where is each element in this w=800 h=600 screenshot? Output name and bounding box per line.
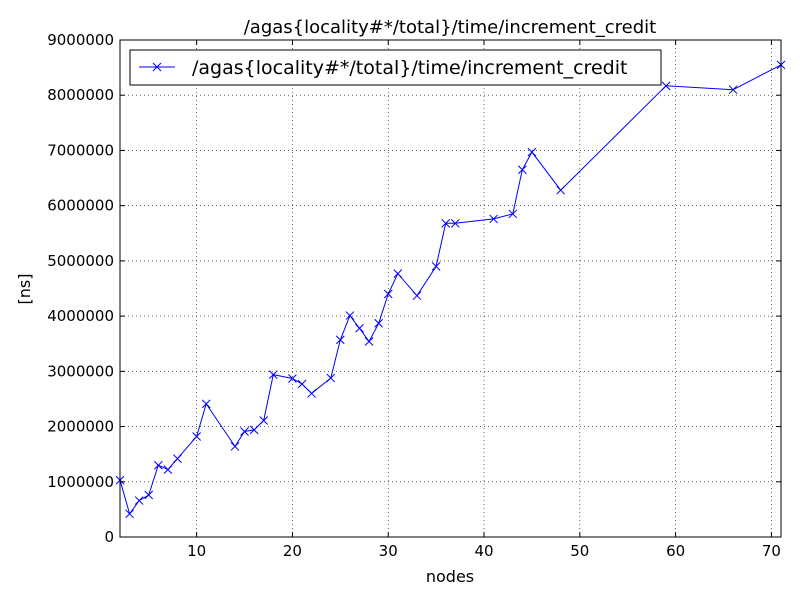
data-point-marker [230,442,240,451]
data-point-marker [201,399,211,409]
x-tick-label: 30 [379,542,398,560]
data-point-marker [556,185,566,195]
data-point-marker [326,373,336,383]
data-point-marker [393,269,403,278]
x-tick-label: 10 [187,542,206,560]
data-point-marker [240,427,249,436]
y-tick-label: 2000000 [47,418,114,436]
x-tick-label: 60 [666,542,685,560]
x-tick-label: 50 [570,542,589,560]
data-point-marker [517,165,527,175]
data-point-marker [345,311,355,320]
grid-lines [120,40,781,537]
x-tick-label: 40 [474,542,493,560]
data-point-marker [728,85,738,95]
data-point-marker [288,374,297,383]
y-tick-label: 1000000 [47,473,114,491]
y-tick-label: 0 [104,528,114,546]
x-tick-label: 70 [762,542,781,560]
data-point-marker [134,496,144,505]
y-tick-label: 3000000 [47,362,114,380]
x-tick-label: 20 [283,542,302,560]
data-point-marker [125,509,134,519]
y-tick-label: 6000000 [47,197,114,215]
data-point-marker [173,454,182,463]
legend: /agas{locality#*/total}/time/increment_c… [129,49,662,86]
legend-label: /agas{locality#*/total}/time/increment_c… [192,57,627,79]
data-point-marker [508,209,518,219]
data-point-marker [259,416,269,425]
data-point-marker [661,81,671,91]
data-point-marker [489,214,498,224]
axis-ticks: 10 20 30 40 50 60 70 0 1000000 2000000 3000000 4000… [47,31,781,560]
y-axis-label: [ns] [15,274,34,305]
data-point-marker [374,318,384,328]
data-point-marker [527,147,537,157]
data-point-marker [163,465,173,474]
x-axis-label: nodes [426,567,474,586]
data-point-marker [383,289,393,299]
data-point-marker [431,262,441,271]
data-point-marker [192,432,201,441]
series-line [119,64,782,515]
data-point-marker [412,291,422,301]
data-point-marker [450,218,460,228]
data-point-marker [297,379,307,389]
y-tick-label: 4000000 [47,307,114,325]
y-tick-label: 7000000 [47,141,114,159]
data-point-marker [364,337,374,346]
series-layer [115,60,786,519]
legend-marker [152,62,162,72]
data-point-marker [441,218,451,228]
data-point-marker [307,389,316,398]
legend-box [129,49,662,86]
plot-frame [119,39,782,538]
y-tick-label: 9000000 [47,31,114,49]
data-point-marker [355,323,364,333]
data-point-marker [249,425,259,435]
data-point-marker [335,335,345,345]
y-tick-label: 5000000 [47,252,114,270]
data-point-marker [144,490,154,500]
data-point-marker [153,460,163,470]
chart-title: /agas{locality#*/total}/time/increment_c… [244,17,657,38]
y-tick-label: 8000000 [47,86,114,104]
data-point-marker [268,370,278,380]
